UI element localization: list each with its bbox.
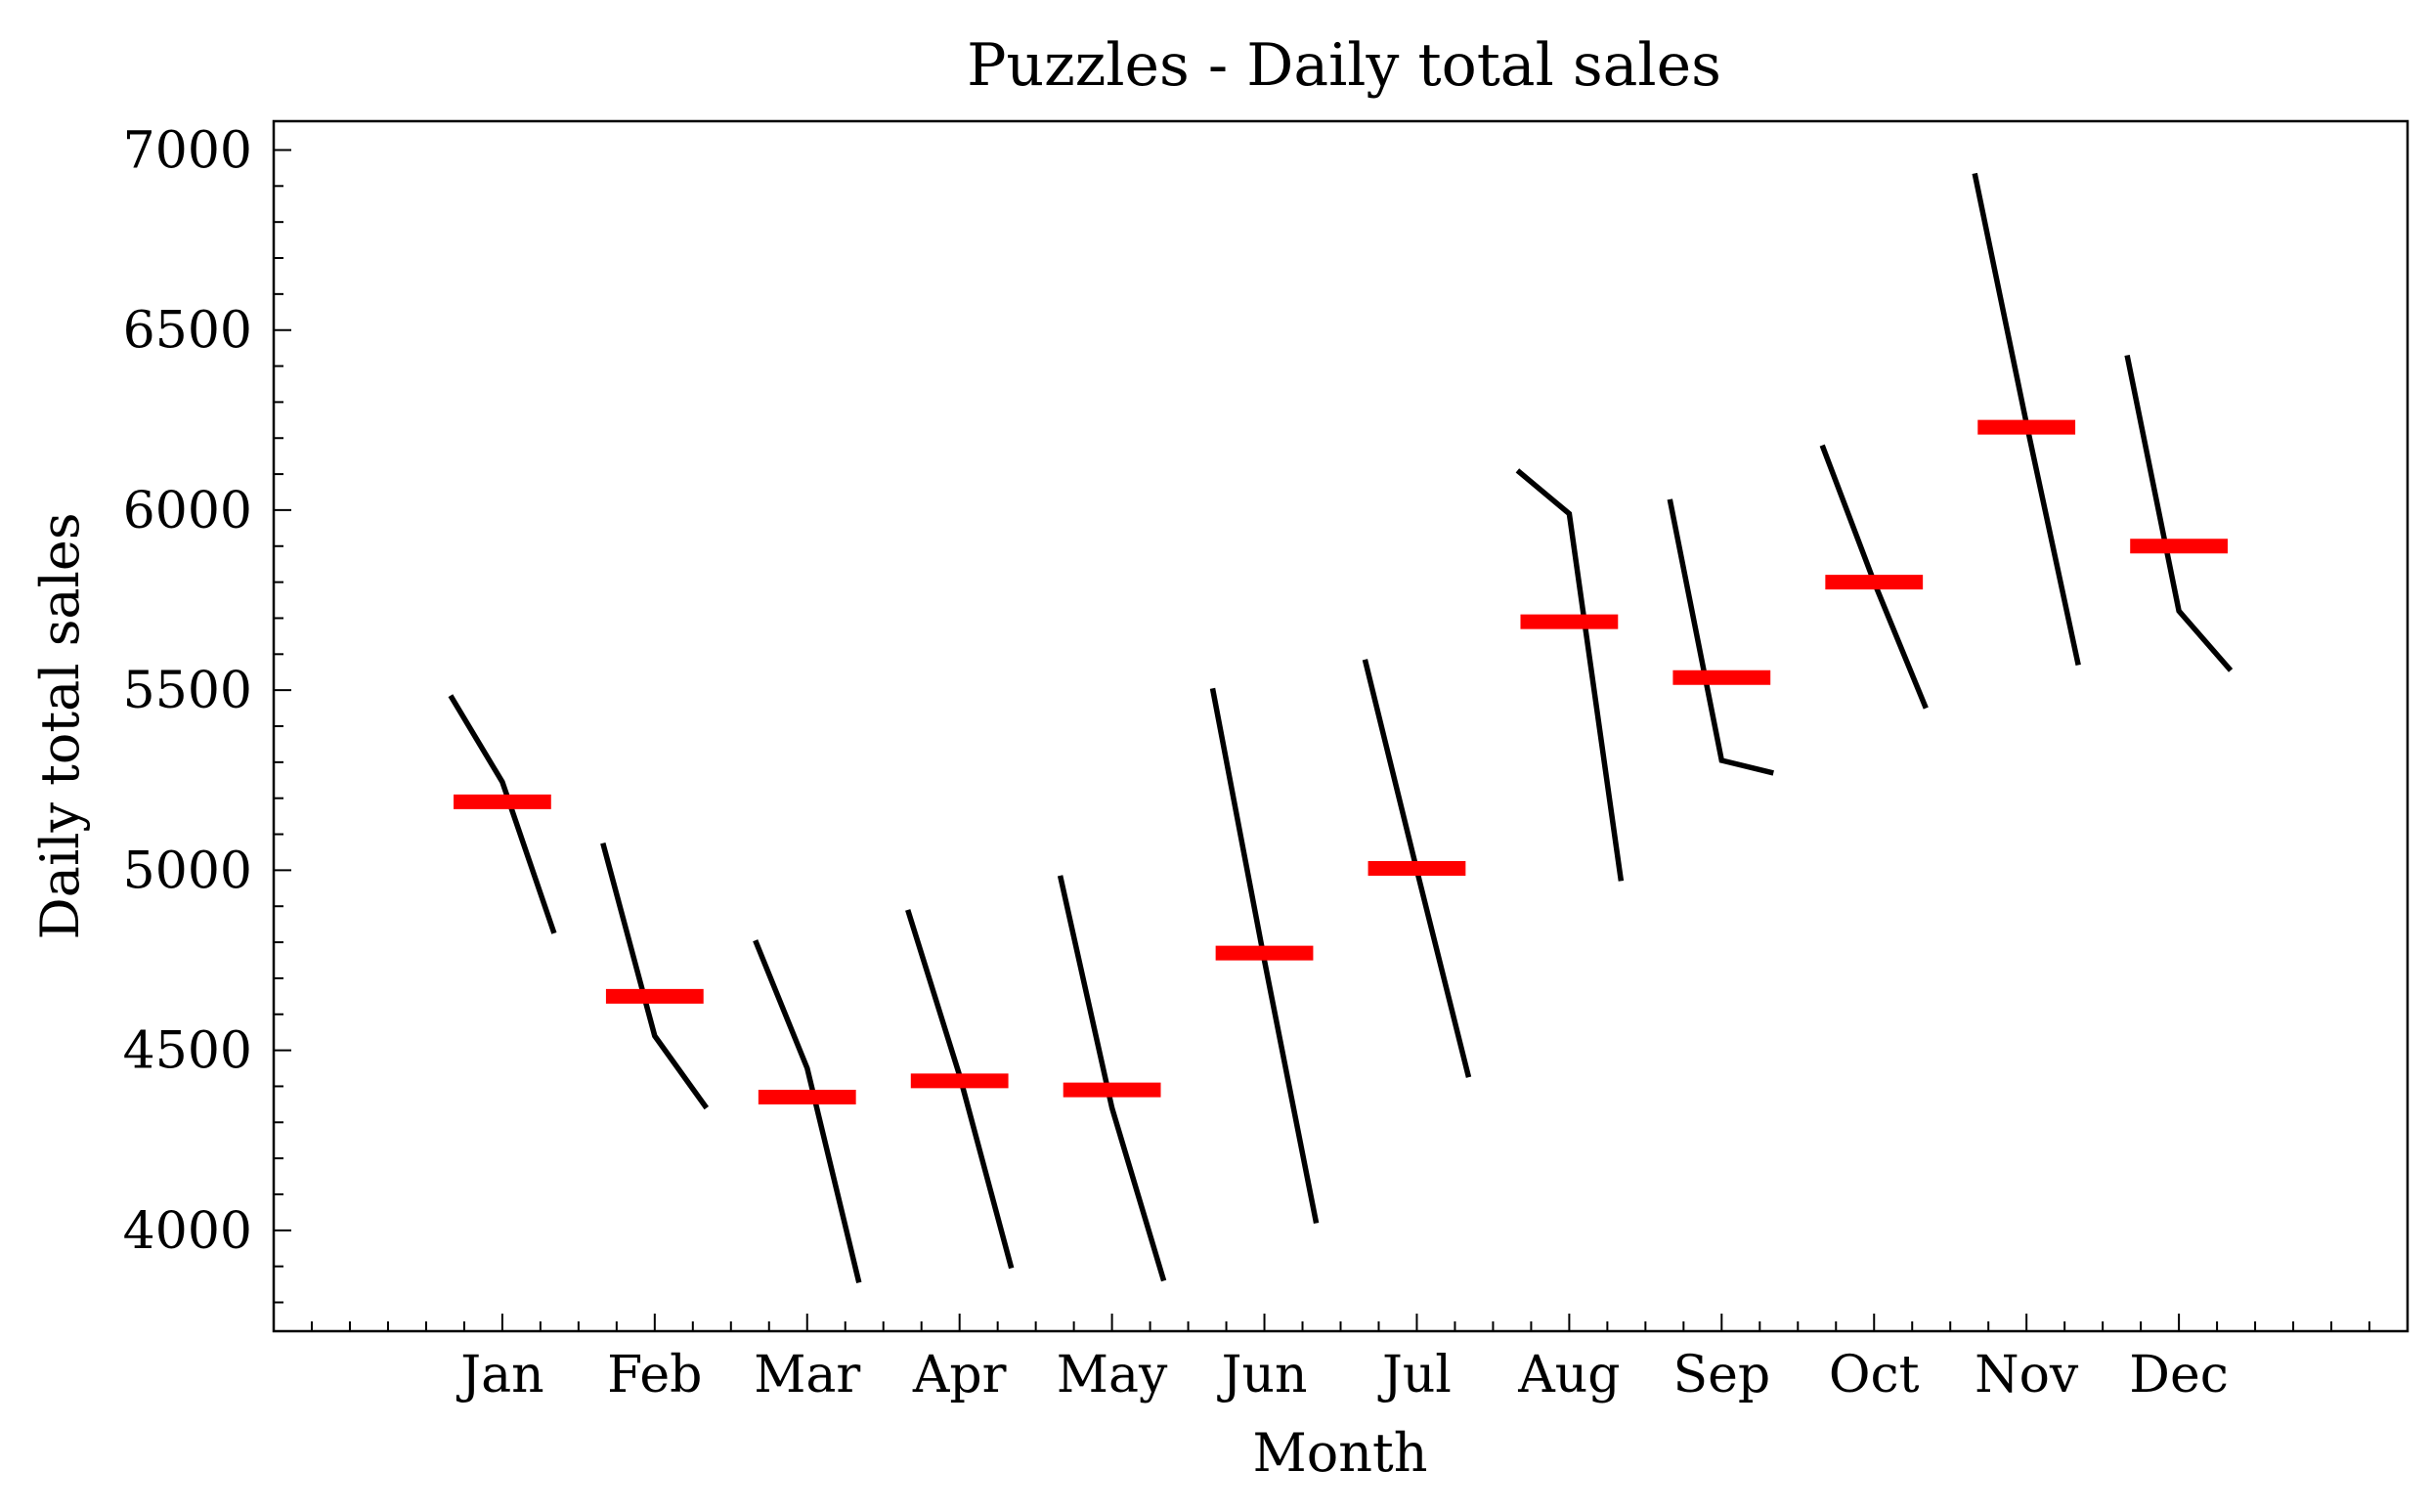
series-line xyxy=(448,694,557,934)
x-tick-label: Nov xyxy=(1975,1346,2079,1404)
y-tick-label: 7000 xyxy=(123,121,252,180)
plot-area: 4000 4500 5000 5500 6000 6500 7000 Jan Feb Mar Apr… xyxy=(123,121,2409,1404)
x-axis-label: Month xyxy=(1252,1422,1427,1484)
plot-frame xyxy=(272,119,2409,1333)
y-tick-label: 6500 xyxy=(123,302,252,361)
x-tick-label: Jan xyxy=(456,1346,543,1404)
series-line xyxy=(1057,875,1167,1282)
chart-title: Puzzles - Daily total sales xyxy=(967,31,1721,100)
y-axis-label: Daily total sales xyxy=(29,512,91,939)
y-tick-label: 6000 xyxy=(123,482,252,540)
y-tick-label: 4500 xyxy=(123,1022,252,1081)
y-tick-label: 5500 xyxy=(123,662,252,720)
x-tick-label: Apr xyxy=(912,1346,1007,1404)
x-tick-label: Jun xyxy=(1217,1346,1308,1404)
series-line xyxy=(753,939,862,1283)
x-tick-label: Feb xyxy=(607,1346,702,1404)
series-line xyxy=(1667,498,1774,776)
x-tick-label: Mar xyxy=(754,1346,860,1404)
series-line xyxy=(600,842,710,1110)
y-tick-label: 4000 xyxy=(123,1202,252,1261)
x-tick-label: Dec xyxy=(2129,1346,2229,1404)
series-line xyxy=(905,909,1015,1270)
series-line xyxy=(1972,172,2081,666)
x-tick-label: Oct xyxy=(1829,1346,1920,1404)
series-line xyxy=(2124,354,2234,672)
series-line xyxy=(1515,468,1625,882)
x-tick-label: Jul xyxy=(1377,1346,1452,1404)
y-tick-label: 5000 xyxy=(123,842,252,900)
x-tick-label: Sep xyxy=(1672,1346,1770,1404)
x-tick-label: May xyxy=(1057,1346,1168,1404)
x-tick-label: Aug xyxy=(1517,1346,1620,1404)
